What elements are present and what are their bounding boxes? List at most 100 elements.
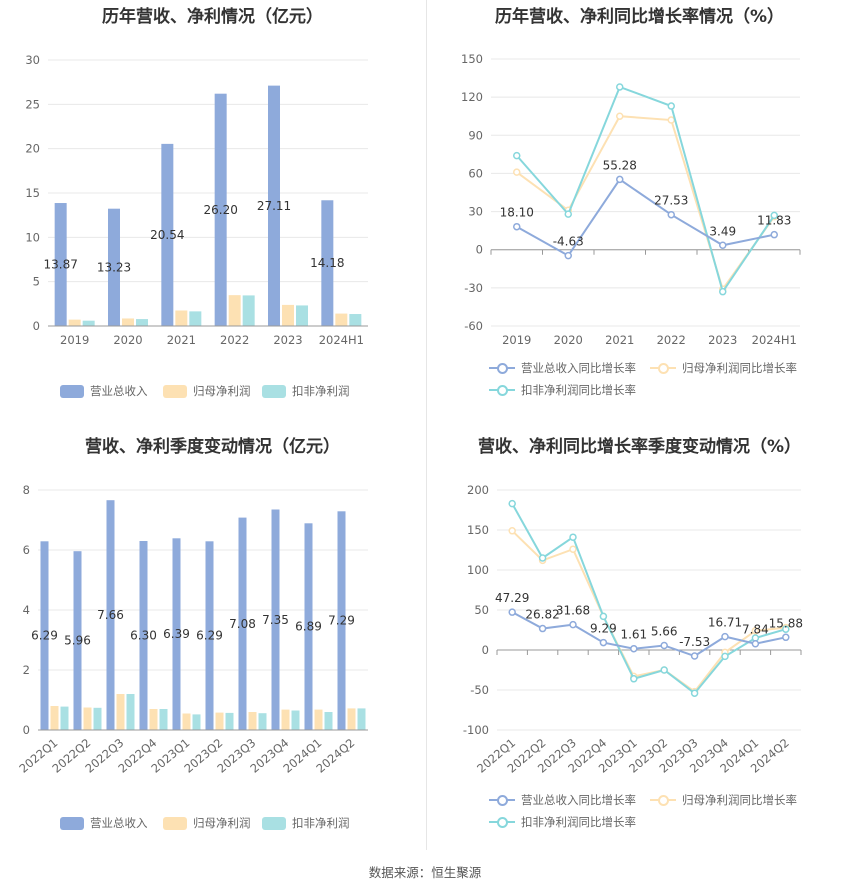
legend-item-revenue-growth[interactable]: 营业总收入同比增长率 bbox=[489, 792, 636, 808]
bar-revenue bbox=[304, 523, 313, 730]
data-label: 16.71 bbox=[708, 616, 742, 630]
bar-revenue bbox=[238, 517, 247, 730]
bar-revenue bbox=[214, 93, 227, 327]
data-label: 31.68 bbox=[556, 604, 590, 618]
data-source-note: 数据来源：恒生聚源 bbox=[368, 865, 482, 880]
panel-divider bbox=[426, 0, 427, 850]
x-tick-label: 2024H1 bbox=[752, 333, 797, 347]
deducted-profit-growth-point bbox=[508, 499, 516, 508]
annual-growth-rate-panel: 历年营收、净利同比增长率情况（%） -60 -30 0 30 60 90 120 150 201… bbox=[427, 0, 850, 430]
deducted-profit-growth-line bbox=[511, 503, 787, 695]
data-label: 7.35 bbox=[262, 613, 289, 627]
data-label: 9.29 bbox=[590, 622, 617, 636]
bar-deducted-profit bbox=[349, 314, 362, 326]
deducted-profit-growth-point bbox=[782, 625, 790, 633]
y-tick-label: 200 bbox=[467, 483, 489, 497]
bar-parent-profit bbox=[122, 318, 134, 326]
bar-deducted-profit bbox=[258, 713, 267, 730]
bar-parent-profit bbox=[215, 712, 224, 730]
x-tick-label: 2019 bbox=[60, 333, 89, 347]
legend-item-deducted-growth[interactable]: 扣非净利润同比增长率 bbox=[489, 382, 636, 398]
y-tick-label: 0 bbox=[33, 319, 40, 333]
revenue-growth-point bbox=[719, 241, 727, 250]
data-label: 26.82 bbox=[525, 608, 559, 622]
legend-item-deducted-profit[interactable]: 扣非净利润 bbox=[262, 383, 350, 399]
legend-item-revenue-growth[interactable]: 营业总收入同比增长率 bbox=[489, 360, 636, 376]
deducted-profit-growth-point bbox=[667, 102, 675, 110]
revenue-growth-point bbox=[770, 230, 778, 239]
bar-deducted-profit bbox=[225, 712, 234, 730]
revenue-growth-point bbox=[660, 641, 668, 650]
y-tick-label: 0 bbox=[476, 243, 483, 257]
revenue-growth-point bbox=[508, 608, 516, 616]
revenue-growth-point bbox=[782, 633, 790, 642]
revenue-growth-point bbox=[599, 638, 608, 647]
revenue-growth-point bbox=[538, 624, 547, 633]
legend-item-parent-growth[interactable]: 归母净利润同比增长率 bbox=[650, 360, 797, 376]
data-label: 1.61 bbox=[620, 628, 647, 642]
bar-revenue bbox=[54, 203, 67, 326]
data-label: -7.53 bbox=[679, 635, 710, 649]
deducted-profit-growth-point bbox=[660, 666, 668, 674]
data-label: 6.30 bbox=[130, 629, 157, 643]
legend-item-revenue[interactable]: 营业总收入 bbox=[60, 815, 148, 831]
legend-label: 营业总收入同比增长率 bbox=[521, 361, 636, 375]
x-tick-label: 2021 bbox=[167, 333, 196, 347]
y-tick-label: 8 bbox=[23, 483, 30, 497]
deducted-profit-growth-point bbox=[690, 689, 699, 697]
legend-marker-icon bbox=[489, 383, 515, 397]
y-tick-label: 6 bbox=[23, 543, 30, 557]
bar-deducted-profit bbox=[82, 320, 95, 326]
y-tick-label: -100 bbox=[463, 723, 489, 737]
data-label: 6.39 bbox=[163, 627, 190, 641]
legend-swatch bbox=[262, 816, 286, 830]
x-tick-label: 2020 bbox=[113, 333, 142, 347]
revenue-growth-line bbox=[511, 611, 787, 658]
bar-revenue bbox=[271, 509, 280, 730]
bar-revenue bbox=[321, 200, 334, 326]
bar-parent-profit bbox=[347, 708, 356, 730]
parent-profit-growth-line bbox=[511, 530, 786, 693]
bar-revenue bbox=[108, 208, 120, 326]
legend-swatch bbox=[163, 816, 187, 830]
x-tick-label: 2022 bbox=[657, 333, 686, 347]
x-tick-label: 2020 bbox=[554, 333, 583, 347]
bar-parent-profit bbox=[282, 304, 294, 326]
bar-parent-profit bbox=[314, 709, 323, 730]
parent-profit-growth-point bbox=[508, 527, 516, 535]
legend-label: 扣非净利润同比增长率 bbox=[521, 383, 636, 397]
y-tick-label: 120 bbox=[461, 90, 483, 104]
legend-item-deducted-growth[interactable]: 扣非净利润同比增长率 bbox=[489, 814, 636, 830]
legend-item-deducted-profit[interactable]: 扣非净利润 bbox=[262, 815, 350, 831]
legend-swatch bbox=[60, 816, 84, 830]
legend-item-parent-profit[interactable]: 归母净利润 bbox=[163, 815, 251, 831]
revenue-growth-point bbox=[751, 639, 760, 648]
y-tick-label: 20 bbox=[25, 142, 40, 156]
bar-parent-profit bbox=[175, 310, 188, 326]
legend-swatch bbox=[163, 384, 187, 398]
legend-item-parent-growth[interactable]: 归母净利润同比增长率 bbox=[650, 792, 797, 808]
bar-parent-profit bbox=[281, 709, 290, 730]
legend-item-revenue[interactable]: 营业总收入 bbox=[60, 383, 148, 399]
chart-title: 历年营收、净利同比增长率情况（%） bbox=[494, 7, 785, 27]
legend-item-parent-profit[interactable]: 归母净利润 bbox=[163, 383, 251, 399]
y-tick-label: 4 bbox=[23, 603, 30, 617]
legend-swatch bbox=[60, 384, 84, 398]
bar-revenue bbox=[106, 500, 115, 730]
y-tick-label: 0 bbox=[23, 723, 30, 737]
x-tick-label: 2019 bbox=[502, 333, 531, 347]
legend-marker-icon bbox=[489, 361, 515, 375]
deducted-profit-growth-point bbox=[616, 83, 624, 91]
data-label: 7.08 bbox=[229, 617, 256, 631]
data-label: 3.49 bbox=[709, 224, 736, 238]
data-label: 14.18 bbox=[310, 256, 344, 270]
revenue-growth-line bbox=[516, 178, 775, 257]
bar-deducted-profit bbox=[189, 311, 202, 326]
y-tick-label: -30 bbox=[464, 281, 483, 295]
data-label: 6.29 bbox=[196, 629, 223, 643]
y-tick-label: 15 bbox=[25, 186, 40, 200]
legend-label: 归母净利润同比增长率 bbox=[682, 361, 797, 375]
legend-label: 扣非净利润 bbox=[292, 816, 350, 830]
bar-deducted-profit bbox=[93, 707, 102, 730]
bar-parent-profit bbox=[68, 319, 81, 326]
